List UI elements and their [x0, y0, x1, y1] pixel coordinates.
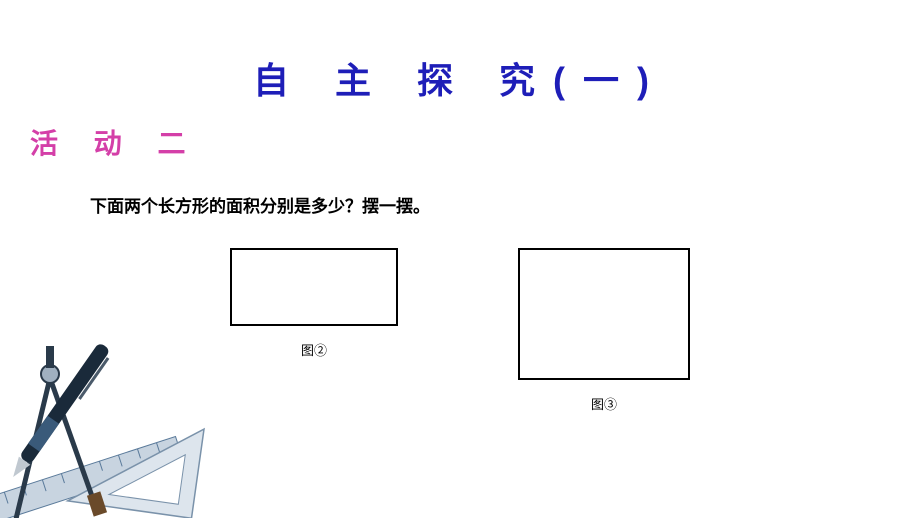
question-prompt: 下面两个长方形的面积分别是多少？摆一摆。 [90, 192, 430, 217]
figure-2-group: 图② [230, 248, 398, 413]
figure-3-group: 图③ [518, 248, 690, 413]
stationery-decoration [0, 338, 240, 518]
activity-subtitle: 活 动 二 [30, 122, 200, 162]
figure-3-label: 图③ [591, 394, 617, 413]
rectangle-3 [518, 248, 690, 380]
figure-2-label: 图② [301, 340, 327, 359]
page-title: 自 主 探 究(一) [0, 52, 920, 104]
rectangle-2 [230, 248, 398, 326]
